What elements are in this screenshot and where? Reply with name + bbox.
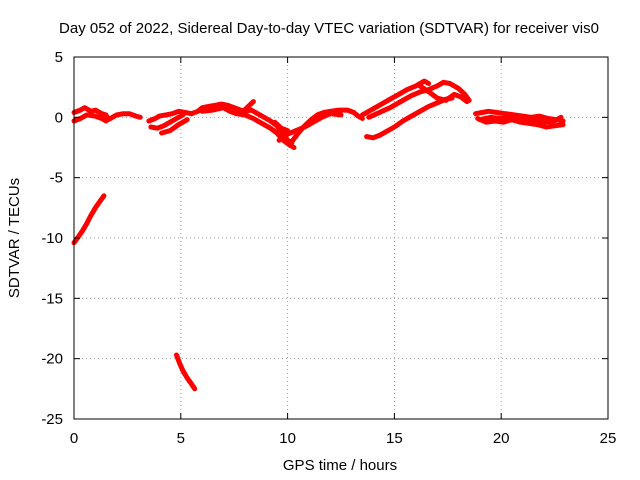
y-tick-label: 5 [55, 49, 63, 66]
series-low-return-track [364, 95, 455, 141]
y-tick-label: -20 [41, 351, 63, 368]
y-tick-label: -25 [41, 411, 63, 428]
x-tick-label: 5 [177, 430, 185, 447]
series-late-drop-track [174, 352, 198, 392]
series-early-drop-track [71, 193, 107, 246]
series-mid-track-c [159, 117, 190, 136]
y-tick-label: 0 [55, 109, 63, 126]
x-tick-label: 25 [600, 430, 617, 447]
y-tick-label: -15 [41, 290, 63, 307]
series-main-track-b [71, 112, 109, 124]
series-recovery-track-b [276, 111, 344, 143]
x-axis-label: GPS time / hours [283, 457, 397, 474]
y-axis-label: SDTVAR / TECUs [6, 178, 23, 298]
x-tick-label: 10 [279, 430, 296, 447]
x-tick-label: 15 [386, 430, 403, 447]
series-main-track-a [71, 105, 143, 123]
axis-ticks: 0 5 10 15 20 25 5 0 -5 -10 -15 -20 -25 [41, 49, 616, 447]
chart-title: Day 052 of 2022, Sidereal Day-to-day VTE… [59, 20, 599, 37]
series-mid-track-a [146, 108, 194, 124]
y-tick-label: -5 [50, 170, 63, 187]
data-series [71, 78, 566, 392]
x-tick-label: 20 [493, 430, 510, 447]
series-recovery-track-c [272, 119, 291, 134]
series-central-track-c [238, 99, 256, 117]
y-tick-label: -10 [41, 230, 63, 247]
series-tail-track-c [477, 113, 564, 125]
x-tick-label: 0 [70, 430, 78, 447]
series-mid-track-b [148, 112, 186, 131]
series-tail-track-b [475, 116, 566, 130]
